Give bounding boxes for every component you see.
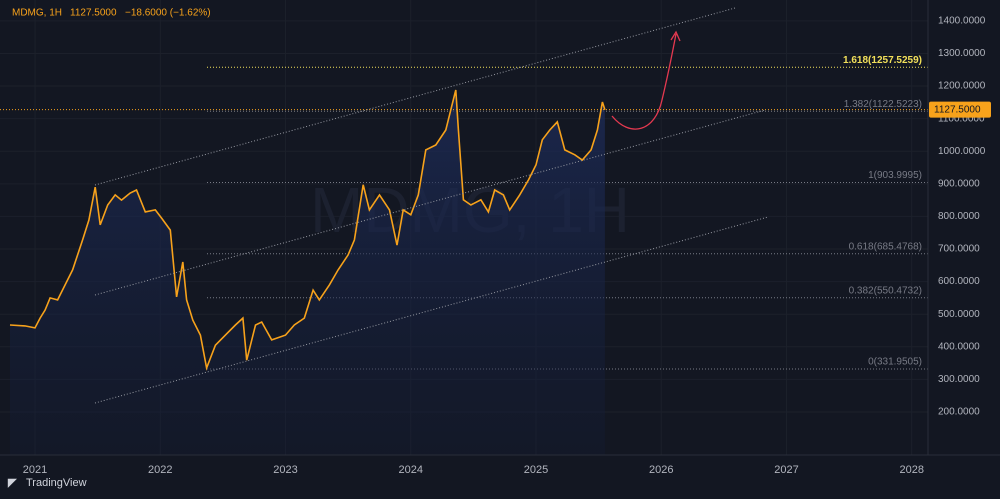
y-tick-label: 400.0000 bbox=[938, 341, 980, 352]
y-tick-label: 900.0000 bbox=[938, 178, 980, 189]
fib-label: 1(903.9995) bbox=[868, 170, 922, 181]
fib-label: 1.382(1122.5223) bbox=[844, 99, 922, 110]
fib-label: 0.382(550.4732) bbox=[849, 285, 922, 296]
last-price-label: 1127.5000 bbox=[934, 104, 981, 115]
fib-label: 0(331.9505) bbox=[868, 357, 922, 368]
x-tick-label: 2025 bbox=[524, 464, 548, 476]
change: −18.6000 (−1.62%) bbox=[125, 8, 211, 19]
y-tick-label: 300.0000 bbox=[938, 374, 980, 385]
y-tick-label: 1000.0000 bbox=[938, 146, 986, 157]
area bbox=[10, 90, 605, 455]
x-tick-label: 2023 bbox=[273, 464, 297, 476]
y-tick-label: 1300.0000 bbox=[938, 48, 986, 59]
x-tick-label: 2022 bbox=[148, 464, 172, 476]
axes: 200.0000 300.0000 400.0000 500.0000 600.0000… bbox=[23, 16, 991, 476]
y-tick-label: 800.0000 bbox=[938, 211, 980, 222]
y-tick-label: 200.0000 bbox=[938, 407, 980, 418]
y-tick-label: 1200.0000 bbox=[938, 81, 986, 92]
y-tick-label: 1400.0000 bbox=[938, 16, 986, 27]
channel-middle bbox=[94, 109, 766, 296]
arrow-head bbox=[670, 30, 681, 42]
y-tick-label: 700.0000 bbox=[938, 244, 980, 255]
y-tick-label: 1100.0000 bbox=[938, 113, 985, 124]
projection-arrow bbox=[611, 33, 677, 130]
x-tick-label: 2021 bbox=[23, 464, 47, 476]
fib-label: 1.618(1257.5259) bbox=[843, 55, 922, 66]
last-price: 1127.5000 bbox=[70, 8, 117, 19]
plot: 1.618(1257.5259) 1.382(1122.5223) 1(903.99… bbox=[0, 55, 928, 455]
x-tick-label: 2024 bbox=[399, 464, 423, 476]
x-tick-label: 2027 bbox=[774, 464, 798, 476]
fib-label: 0.618(685.4768) bbox=[849, 241, 922, 252]
brand: ◤ bbox=[7, 477, 17, 489]
x-tick-label: 2026 bbox=[649, 464, 673, 476]
price-line bbox=[9, 89, 606, 371]
last-price-badge bbox=[929, 101, 991, 118]
y-tick-label: 600.0000 bbox=[938, 276, 980, 287]
symbol: MDMG, 1H bbox=[12, 8, 62, 19]
x-tick-label: 2028 bbox=[899, 464, 923, 476]
y-tick-label: 500.0000 bbox=[938, 309, 980, 320]
brand-name: TradingView bbox=[26, 477, 87, 489]
